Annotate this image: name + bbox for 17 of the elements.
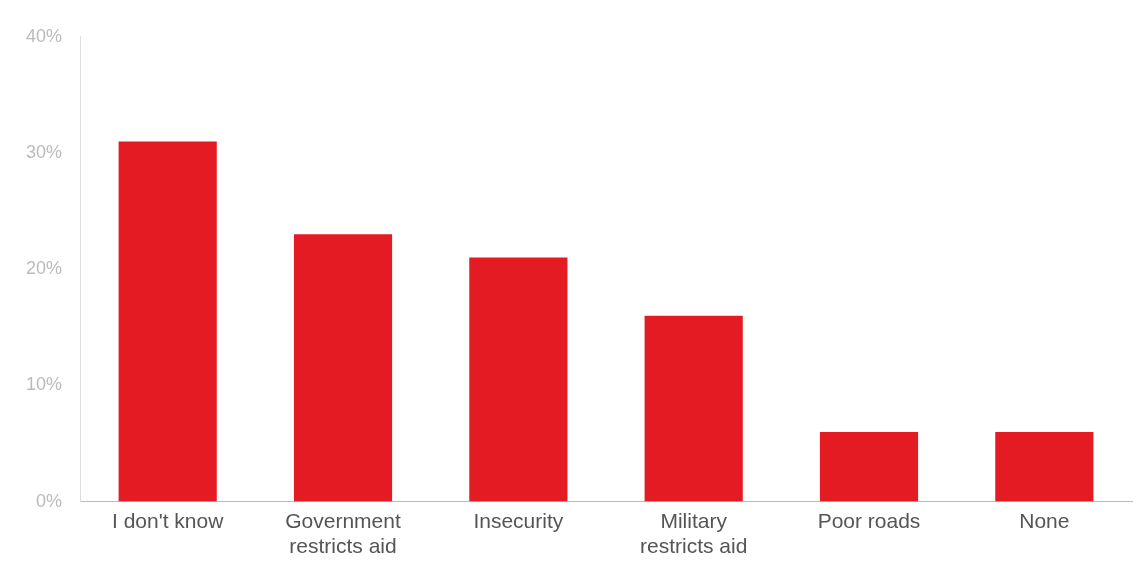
- x-tick-label: Government restricts aid: [285, 509, 401, 558]
- bar: [293, 234, 393, 502]
- x-tick-label: I don't know: [111, 509, 225, 532]
- x-tick-label: Poor roads: [817, 509, 921, 532]
- y-tick-label: 0%: [36, 490, 63, 511]
- bar: [469, 257, 568, 502]
- x-tick-label: Military restricts aid: [640, 509, 748, 558]
- x-tick-label: Insecurity: [473, 509, 564, 532]
- bar: [995, 431, 1094, 502]
- y-tick-label: 40%: [26, 25, 63, 46]
- y-tick-label: 20%: [26, 258, 63, 279]
- y-tick-label: 10%: [26, 374, 63, 395]
- bar: [819, 431, 919, 502]
- y-tick-label: 30%: [26, 141, 63, 162]
- bar: [118, 141, 217, 502]
- x-tick-label: None: [1019, 509, 1070, 532]
- bar: [644, 315, 743, 502]
